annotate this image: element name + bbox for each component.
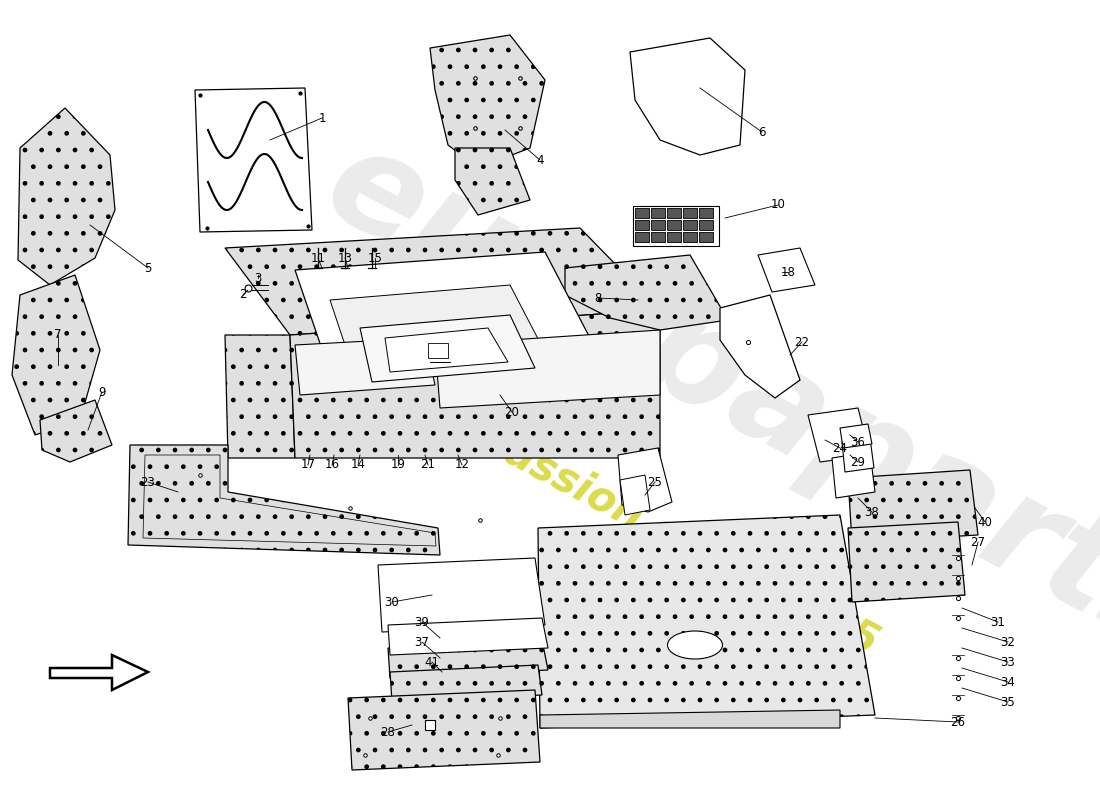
- Text: 36: 36: [850, 435, 866, 449]
- Bar: [698, 208, 713, 218]
- Text: 12: 12: [454, 458, 470, 471]
- Polygon shape: [378, 558, 544, 632]
- Polygon shape: [50, 655, 148, 690]
- Bar: [651, 208, 666, 218]
- Text: 11: 11: [310, 251, 326, 265]
- Bar: [635, 208, 649, 218]
- Text: 27: 27: [970, 535, 986, 549]
- Text: 7: 7: [54, 329, 62, 342]
- Bar: [428, 343, 448, 358]
- Text: 19: 19: [390, 458, 406, 471]
- Text: europaparts: europaparts: [305, 115, 1100, 685]
- Text: 20: 20: [505, 406, 519, 418]
- Polygon shape: [330, 285, 548, 375]
- Polygon shape: [540, 710, 840, 728]
- Polygon shape: [630, 38, 745, 155]
- Polygon shape: [758, 248, 815, 292]
- Bar: [635, 220, 649, 230]
- Polygon shape: [832, 452, 875, 498]
- Bar: [635, 232, 649, 242]
- Text: 28: 28: [381, 726, 395, 738]
- Polygon shape: [430, 35, 544, 168]
- Bar: [683, 232, 697, 242]
- Text: 16: 16: [324, 458, 340, 471]
- Text: 24: 24: [833, 442, 847, 454]
- Polygon shape: [12, 275, 100, 435]
- Polygon shape: [385, 328, 508, 372]
- Text: 10: 10: [771, 198, 785, 211]
- Polygon shape: [618, 448, 672, 512]
- Text: 40: 40: [978, 515, 992, 529]
- Text: a passion since 1985: a passion since 1985: [434, 397, 886, 663]
- Polygon shape: [290, 310, 660, 458]
- Text: 13: 13: [338, 251, 352, 265]
- Text: 3: 3: [254, 271, 262, 285]
- Polygon shape: [295, 252, 590, 358]
- Polygon shape: [565, 255, 728, 330]
- Bar: [698, 220, 713, 230]
- Text: 30: 30: [385, 595, 399, 609]
- Text: 1: 1: [318, 111, 326, 125]
- Bar: [667, 232, 681, 242]
- Bar: [683, 220, 697, 230]
- Text: 6: 6: [758, 126, 766, 138]
- Polygon shape: [720, 295, 800, 398]
- Polygon shape: [195, 88, 312, 232]
- Polygon shape: [390, 665, 542, 702]
- Text: 31: 31: [991, 615, 1005, 629]
- Text: 29: 29: [850, 455, 866, 469]
- Text: 2: 2: [240, 289, 246, 302]
- Polygon shape: [434, 330, 660, 408]
- Polygon shape: [808, 408, 870, 462]
- Polygon shape: [455, 148, 530, 215]
- Text: 4: 4: [537, 154, 543, 166]
- Polygon shape: [840, 424, 872, 448]
- Text: 9: 9: [98, 386, 106, 398]
- Polygon shape: [848, 470, 978, 542]
- Text: 15: 15: [367, 251, 383, 265]
- Text: 22: 22: [794, 335, 810, 349]
- Polygon shape: [848, 522, 965, 602]
- Text: 5: 5: [144, 262, 152, 274]
- Text: 23: 23: [141, 475, 155, 489]
- Text: 33: 33: [1001, 655, 1015, 669]
- Bar: [667, 208, 681, 218]
- Text: 38: 38: [865, 506, 879, 518]
- Text: 37: 37: [415, 635, 429, 649]
- Polygon shape: [538, 515, 874, 728]
- Bar: [651, 232, 666, 242]
- Polygon shape: [18, 108, 116, 285]
- Polygon shape: [348, 690, 540, 770]
- Bar: [683, 208, 697, 218]
- Polygon shape: [295, 338, 434, 395]
- Text: 34: 34: [1001, 675, 1015, 689]
- Bar: [698, 232, 713, 242]
- Text: 41: 41: [425, 655, 440, 669]
- Polygon shape: [388, 618, 548, 655]
- Bar: [667, 220, 681, 230]
- Polygon shape: [842, 438, 874, 472]
- Polygon shape: [128, 445, 440, 555]
- Polygon shape: [620, 475, 650, 515]
- Text: 25: 25: [648, 475, 662, 489]
- Text: 8: 8: [594, 291, 602, 305]
- Polygon shape: [360, 315, 535, 382]
- Text: 14: 14: [351, 458, 365, 471]
- Text: 21: 21: [420, 458, 436, 471]
- Text: 26: 26: [950, 715, 966, 729]
- Text: 18: 18: [781, 266, 795, 278]
- Text: 17: 17: [300, 458, 316, 471]
- Text: 32: 32: [1001, 635, 1015, 649]
- Text: 35: 35: [1001, 695, 1015, 709]
- Text: 39: 39: [415, 615, 429, 629]
- Polygon shape: [226, 335, 295, 458]
- Polygon shape: [40, 400, 112, 462]
- Bar: [651, 220, 666, 230]
- Polygon shape: [226, 228, 660, 335]
- Ellipse shape: [668, 631, 723, 659]
- Polygon shape: [388, 640, 548, 678]
